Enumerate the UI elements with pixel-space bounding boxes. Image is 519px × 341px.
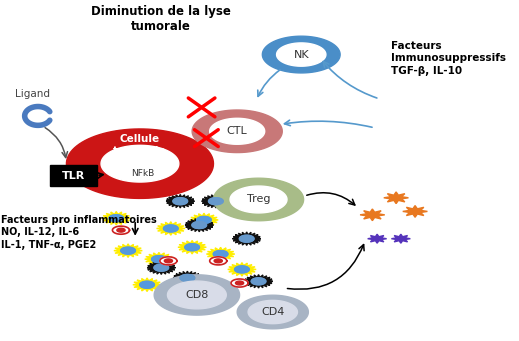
Polygon shape bbox=[239, 235, 254, 242]
Polygon shape bbox=[147, 261, 175, 275]
Text: NK: NK bbox=[293, 49, 309, 60]
Polygon shape bbox=[235, 266, 249, 273]
Polygon shape bbox=[121, 247, 135, 254]
Polygon shape bbox=[237, 295, 308, 329]
Polygon shape bbox=[204, 285, 218, 292]
Polygon shape bbox=[185, 244, 199, 251]
Polygon shape bbox=[173, 271, 201, 285]
Polygon shape bbox=[233, 232, 261, 246]
Polygon shape bbox=[165, 259, 172, 263]
Polygon shape bbox=[109, 215, 124, 222]
Polygon shape bbox=[213, 251, 228, 257]
Polygon shape bbox=[197, 281, 225, 295]
Polygon shape bbox=[210, 118, 265, 144]
Polygon shape bbox=[240, 235, 254, 242]
Polygon shape bbox=[101, 145, 179, 182]
Polygon shape bbox=[152, 256, 166, 263]
Polygon shape bbox=[197, 217, 211, 223]
Polygon shape bbox=[152, 256, 166, 263]
Polygon shape bbox=[210, 257, 227, 265]
Text: Facteurs
Immunosuppressifs
TGF-β, IL-10: Facteurs Immunosuppressifs TGF-β, IL-10 bbox=[391, 41, 507, 76]
Polygon shape bbox=[192, 110, 282, 152]
Polygon shape bbox=[154, 264, 169, 271]
Polygon shape bbox=[160, 257, 177, 265]
Polygon shape bbox=[360, 209, 385, 221]
Polygon shape bbox=[192, 222, 207, 228]
Polygon shape bbox=[185, 244, 199, 251]
Polygon shape bbox=[145, 252, 173, 266]
Polygon shape bbox=[277, 43, 326, 66]
Polygon shape bbox=[140, 281, 155, 288]
Text: NFkB: NFkB bbox=[131, 169, 154, 178]
Polygon shape bbox=[113, 226, 130, 234]
Polygon shape bbox=[209, 198, 223, 205]
Polygon shape bbox=[244, 275, 273, 288]
Text: Ligand: Ligand bbox=[15, 89, 50, 99]
Polygon shape bbox=[213, 178, 304, 221]
Polygon shape bbox=[235, 266, 249, 273]
Polygon shape bbox=[140, 281, 154, 288]
Polygon shape bbox=[263, 36, 340, 73]
Text: TLR: TLR bbox=[62, 170, 85, 181]
Polygon shape bbox=[207, 247, 235, 261]
Polygon shape bbox=[190, 213, 218, 227]
Polygon shape bbox=[185, 218, 213, 232]
Polygon shape bbox=[163, 225, 178, 232]
Polygon shape bbox=[180, 275, 195, 281]
Text: CD8: CD8 bbox=[185, 290, 209, 300]
Polygon shape bbox=[154, 264, 168, 271]
Polygon shape bbox=[230, 186, 287, 213]
Polygon shape bbox=[192, 222, 207, 228]
Polygon shape bbox=[163, 225, 178, 232]
Polygon shape bbox=[231, 279, 248, 287]
Polygon shape bbox=[248, 300, 297, 324]
Text: Diminution de la lyse
tumorale: Diminution de la lyse tumorale bbox=[91, 5, 231, 33]
Polygon shape bbox=[173, 198, 187, 205]
Polygon shape bbox=[197, 217, 211, 223]
Text: Facteurs pro inflammatoires
NO, IL-12, IL-6
IL-1, TNF-α, PGE2: Facteurs pro inflammatoires NO, IL-12, I… bbox=[1, 215, 157, 250]
Polygon shape bbox=[173, 198, 188, 205]
Polygon shape bbox=[180, 275, 195, 281]
Polygon shape bbox=[251, 278, 266, 285]
Polygon shape bbox=[236, 281, 243, 285]
FancyBboxPatch shape bbox=[50, 165, 97, 186]
Polygon shape bbox=[403, 206, 428, 217]
Polygon shape bbox=[102, 211, 130, 225]
Polygon shape bbox=[166, 194, 195, 208]
Text: CD4: CD4 bbox=[261, 307, 284, 317]
Polygon shape bbox=[391, 234, 411, 243]
Polygon shape bbox=[109, 215, 124, 222]
Polygon shape bbox=[154, 275, 240, 315]
Polygon shape bbox=[367, 234, 387, 243]
Text: Cellule
tumorale: Cellule tumorale bbox=[113, 134, 167, 156]
Polygon shape bbox=[114, 244, 142, 257]
Polygon shape bbox=[384, 192, 408, 204]
Polygon shape bbox=[204, 285, 218, 292]
Polygon shape bbox=[214, 259, 222, 263]
Polygon shape bbox=[157, 222, 185, 235]
Polygon shape bbox=[213, 251, 228, 257]
Polygon shape bbox=[168, 281, 226, 309]
Text: CTL: CTL bbox=[227, 126, 248, 136]
Polygon shape bbox=[133, 278, 161, 292]
Text: Treg: Treg bbox=[247, 194, 270, 205]
Polygon shape bbox=[201, 194, 230, 208]
Polygon shape bbox=[251, 278, 266, 285]
Polygon shape bbox=[209, 198, 223, 205]
Polygon shape bbox=[117, 228, 125, 232]
Polygon shape bbox=[121, 247, 135, 254]
Polygon shape bbox=[178, 240, 207, 254]
Polygon shape bbox=[66, 129, 213, 198]
Polygon shape bbox=[228, 263, 256, 276]
